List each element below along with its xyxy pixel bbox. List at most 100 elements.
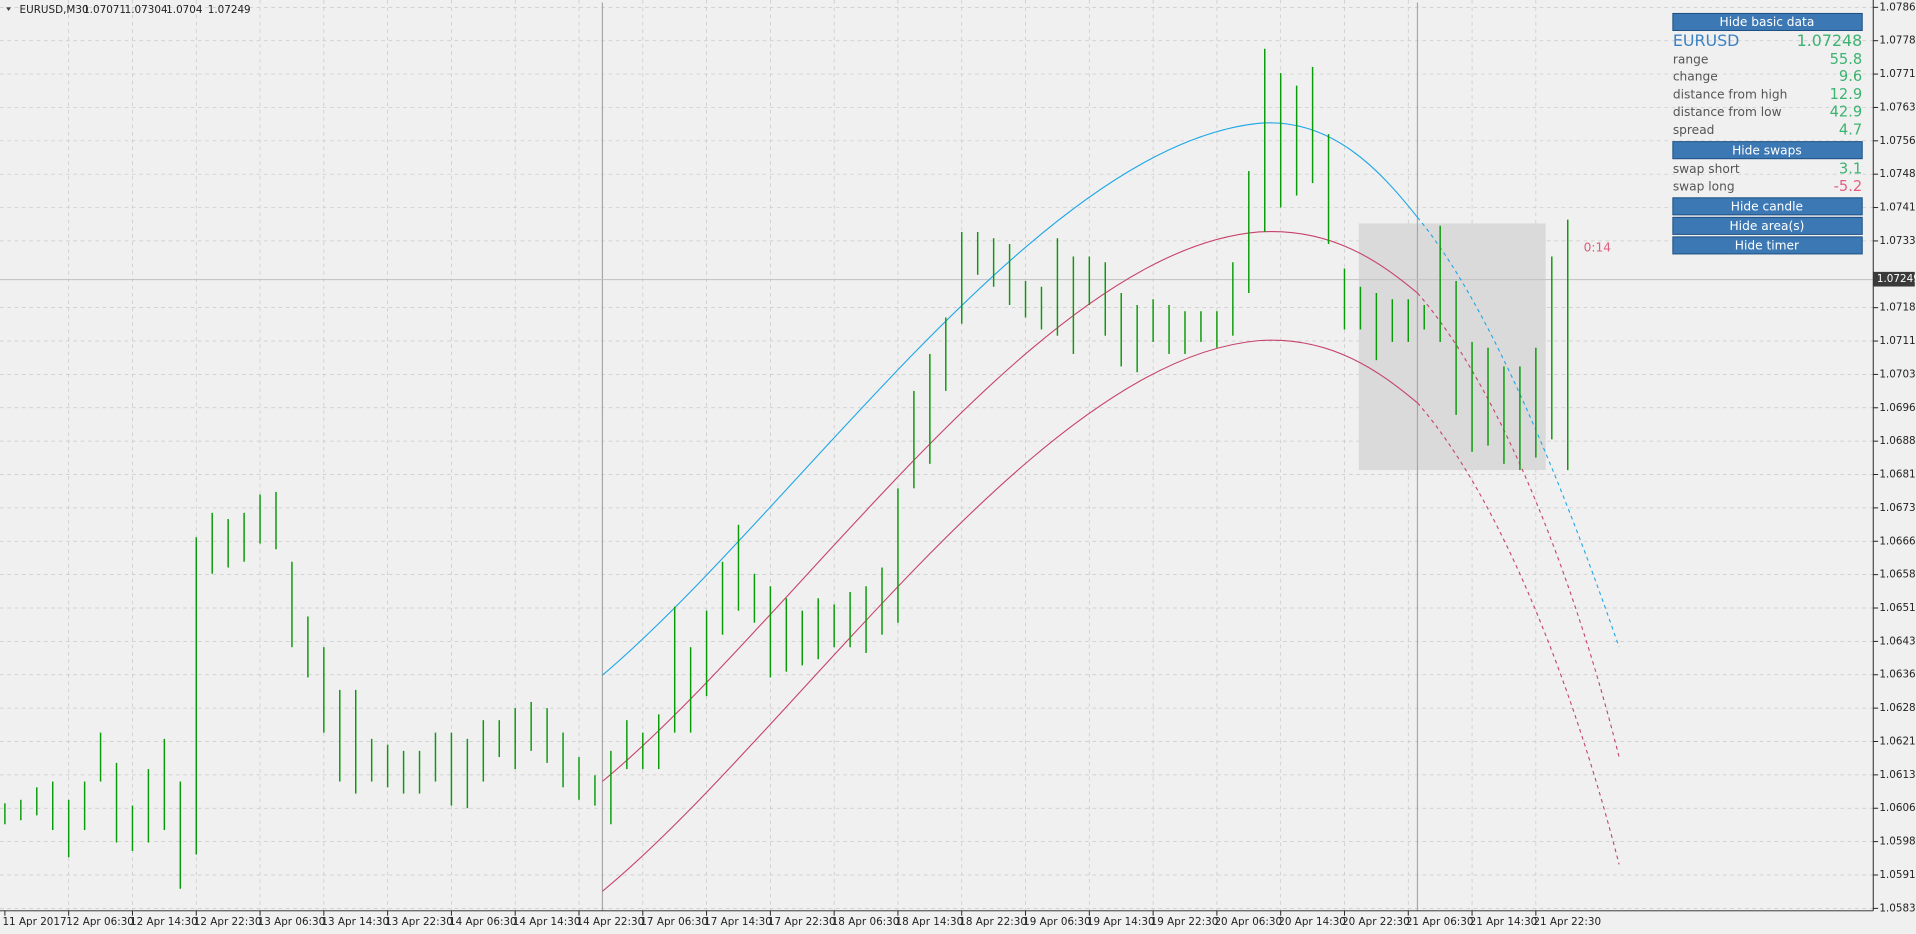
x-tick-label: 17 Apr 14:30 <box>704 916 772 928</box>
y-tick-label: 1.07485 <box>1879 168 1916 180</box>
y-tick-label: 1.07185 <box>1879 302 1916 314</box>
x-tick-label: 12 Apr 22:30 <box>194 916 262 928</box>
price-tag-label: 1.07249 <box>1877 273 1916 285</box>
y-tick-label: 1.06960 <box>1879 402 1916 414</box>
hide-basic-button[interactable]: Hide basic data <box>1672 12 1863 32</box>
y-tick-label: 1.06585 <box>1879 569 1916 581</box>
y-tick-label: 1.07785 <box>1879 35 1916 47</box>
button-label[interactable]: Hide swaps <box>1732 143 1802 157</box>
x-tick-label: 11 Apr 2017 <box>2 916 66 928</box>
symbol-label: EURUSD,M30 <box>20 4 89 16</box>
price-tag-box <box>1873 271 1915 287</box>
x-tick-label: 19 Apr 22:30 <box>1151 916 1219 928</box>
y-tick-label: 1.05835 <box>1879 902 1916 914</box>
x-tick-label: 13 Apr 22:30 <box>385 916 453 928</box>
x-tick-label: 21 Apr 14:30 <box>1470 916 1538 928</box>
x-tick-label: 17 Apr 06:30 <box>640 916 708 928</box>
panel-price: 1.07248 <box>1797 31 1863 50</box>
x-tick-label: 17 Apr 22:30 <box>768 916 836 928</box>
channel-upper <box>602 122 1418 676</box>
channel-lower <box>602 339 1418 892</box>
y-tick-label: 1.07560 <box>1879 135 1916 147</box>
menu-arrow <box>6 7 11 11</box>
channel-upper-projection <box>1417 216 1620 648</box>
swap-value: 3.1 <box>1839 161 1862 178</box>
button-label[interactable]: Hide candle <box>1731 199 1803 213</box>
swap-label: swap short <box>1673 162 1740 176</box>
y-tick-label: 1.06210 <box>1879 736 1916 748</box>
y-tick-label: 1.07710 <box>1879 68 1916 80</box>
y-tick-label: 1.06435 <box>1879 635 1916 647</box>
row-value: 4.7 <box>1839 122 1862 139</box>
price-bars <box>4 48 1569 889</box>
hide-candle-button[interactable]: Hide candle <box>1672 197 1863 216</box>
x-tick-label: 12 Apr 06:30 <box>66 916 134 928</box>
y-tick-label: 1.07035 <box>1879 368 1916 380</box>
row-value: 12.9 <box>1830 86 1863 103</box>
swap-label: swap long <box>1673 179 1735 193</box>
info-panel: Hide basic data EURUSD 1.07248 range 55.… <box>1672 12 1863 255</box>
x-tick-label: 18 Apr 14:30 <box>896 916 964 928</box>
y-tick-label: 1.06135 <box>1879 769 1916 781</box>
y-tick-label: 1.06735 <box>1879 502 1916 514</box>
y-tick-label: 1.07110 <box>1879 335 1916 347</box>
row-value: 55.8 <box>1830 51 1863 68</box>
hide-areas-button[interactable]: Hide area(s) <box>1672 216 1863 235</box>
x-tick-label: 18 Apr 06:30 <box>832 916 900 928</box>
y-tick-label: 1.06810 <box>1879 469 1916 481</box>
x-tick-label: 21 Apr 06:30 <box>1406 916 1474 928</box>
y-tick-label: 1.06510 <box>1879 602 1916 614</box>
grid <box>0 0 1874 911</box>
x-tick-label: 20 Apr 14:30 <box>1278 916 1346 928</box>
y-tick-label: 1.06285 <box>1879 702 1916 714</box>
candle-timer: 0:14 <box>1584 240 1612 254</box>
current-price-tag: 1.07249 <box>1873 271 1916 287</box>
row-label: change <box>1673 69 1718 83</box>
channel-middle-projection <box>1417 292 1620 758</box>
y-tick-label: 1.06885 <box>1879 435 1916 447</box>
x-tick-label: 20 Apr 22:30 <box>1342 916 1410 928</box>
x-tick-label: 19 Apr 14:30 <box>1087 916 1155 928</box>
row-value: 9.6 <box>1839 68 1862 85</box>
row-label: distance from low <box>1673 105 1782 119</box>
row-label: distance from high <box>1673 88 1788 102</box>
hide-swaps-button[interactable]: Hide swaps <box>1672 141 1863 160</box>
x-tick-label: 14 Apr 06:30 <box>449 916 517 928</box>
x-tick-label: 14 Apr 22:30 <box>577 916 645 928</box>
x-tick-label: 13 Apr 06:30 <box>258 916 326 928</box>
x-tick-label: 20 Apr 06:30 <box>1214 916 1282 928</box>
y-tick-label: 1.05985 <box>1879 836 1916 848</box>
y-tick-label: 1.07635 <box>1879 101 1916 113</box>
channel-lower-projection <box>1417 402 1620 865</box>
swap-value: -5.2 <box>1834 178 1863 195</box>
y-tick-label: 1.07410 <box>1879 202 1916 214</box>
channel-middle <box>602 230 1418 782</box>
hide-timer-button[interactable]: Hide timer <box>1672 236 1863 255</box>
regression-channel <box>602 122 1620 892</box>
panel-symbol: EURUSD <box>1673 31 1740 50</box>
ohlc-value: 1.07249 <box>208 4 251 16</box>
y-tick-label: 1.07335 <box>1879 235 1916 247</box>
ohlc-value: 1.07071 <box>83 4 126 16</box>
y-tick-label: 1.06060 <box>1879 802 1916 814</box>
x-tick-label: 12 Apr 14:30 <box>130 916 198 928</box>
button-label[interactable]: Hide timer <box>1735 239 1800 253</box>
row-label: range <box>1673 52 1708 66</box>
ohlc-value: 1.07304 <box>125 4 168 16</box>
ohlc-value: 1.0704 <box>166 4 203 16</box>
button-label[interactable]: Hide basic data <box>1720 15 1815 29</box>
button-label[interactable]: Hide area(s) <box>1730 219 1805 233</box>
x-tick-label: 21 Apr 22:30 <box>1533 916 1601 928</box>
x-tick-label: 14 Apr 14:30 <box>513 916 581 928</box>
y-tick-label: 1.05910 <box>1879 869 1916 881</box>
row-value: 42.9 <box>1830 103 1863 120</box>
y-tick-label: 1.06660 <box>1879 535 1916 547</box>
row-label: spread <box>1673 123 1715 137</box>
selected-area <box>1358 223 1546 471</box>
y-tick-label: 1.06360 <box>1879 669 1916 681</box>
